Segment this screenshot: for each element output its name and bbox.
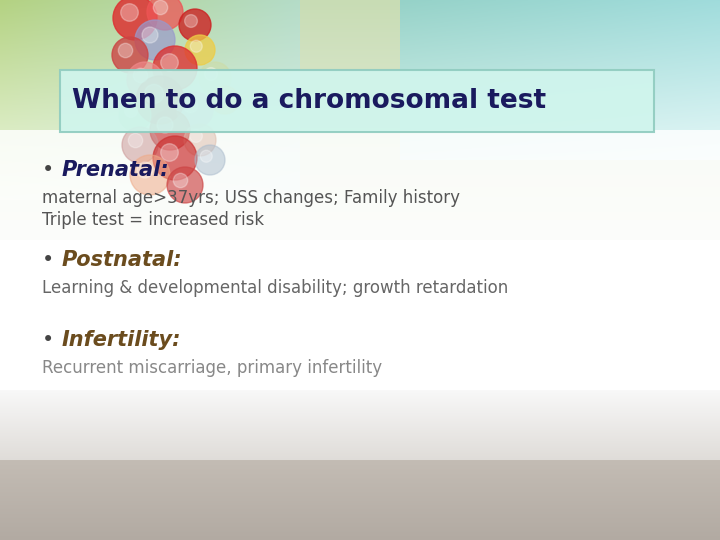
Circle shape [145, 84, 163, 104]
FancyBboxPatch shape [60, 70, 654, 132]
Circle shape [161, 144, 179, 161]
Circle shape [177, 92, 213, 128]
Text: •: • [42, 160, 54, 180]
Circle shape [135, 20, 175, 60]
Circle shape [133, 68, 148, 83]
Circle shape [128, 133, 143, 148]
Circle shape [153, 136, 197, 180]
Text: •: • [42, 250, 54, 270]
Circle shape [184, 15, 197, 28]
Circle shape [130, 155, 170, 195]
Text: Recurrent miscarriage, primary infertility: Recurrent miscarriage, primary infertili… [42, 359, 382, 377]
Text: When to do a chromosomal test: When to do a chromosomal test [72, 88, 546, 114]
Circle shape [200, 150, 212, 162]
Text: •: • [42, 330, 54, 350]
Circle shape [137, 162, 153, 178]
Circle shape [119, 99, 151, 131]
Text: Prenatal:: Prenatal: [62, 160, 170, 180]
Circle shape [211, 86, 239, 114]
Circle shape [153, 46, 197, 90]
Circle shape [147, 0, 183, 30]
Bar [0, 130, 720, 390]
Circle shape [174, 173, 188, 188]
Circle shape [184, 124, 216, 156]
Circle shape [125, 105, 138, 117]
Circle shape [161, 53, 179, 71]
Circle shape [167, 167, 203, 203]
Circle shape [190, 40, 202, 52]
Text: Postnatal:: Postnatal: [62, 250, 183, 270]
Circle shape [142, 27, 158, 43]
Circle shape [179, 9, 211, 41]
Circle shape [112, 37, 148, 73]
Circle shape [153, 1, 168, 15]
Circle shape [136, 76, 184, 124]
Circle shape [150, 110, 190, 150]
Circle shape [121, 4, 138, 21]
Circle shape [157, 117, 173, 133]
Circle shape [185, 35, 215, 65]
Text: maternal age>37yrs; USS changes; Family history: maternal age>37yrs; USS changes; Family … [42, 189, 460, 207]
Circle shape [122, 127, 158, 163]
Circle shape [189, 130, 202, 143]
Circle shape [195, 145, 225, 175]
Text: Infertility:: Infertility: [62, 330, 181, 350]
Circle shape [204, 68, 217, 80]
Circle shape [184, 98, 198, 113]
Circle shape [127, 62, 163, 98]
Circle shape [216, 91, 227, 102]
Circle shape [118, 43, 132, 58]
Circle shape [113, 0, 157, 40]
Text: Learning & developmental disability; growth retardation: Learning & developmental disability; gro… [42, 279, 508, 297]
Circle shape [199, 62, 231, 94]
Text: Triple test = increased risk: Triple test = increased risk [42, 211, 264, 229]
